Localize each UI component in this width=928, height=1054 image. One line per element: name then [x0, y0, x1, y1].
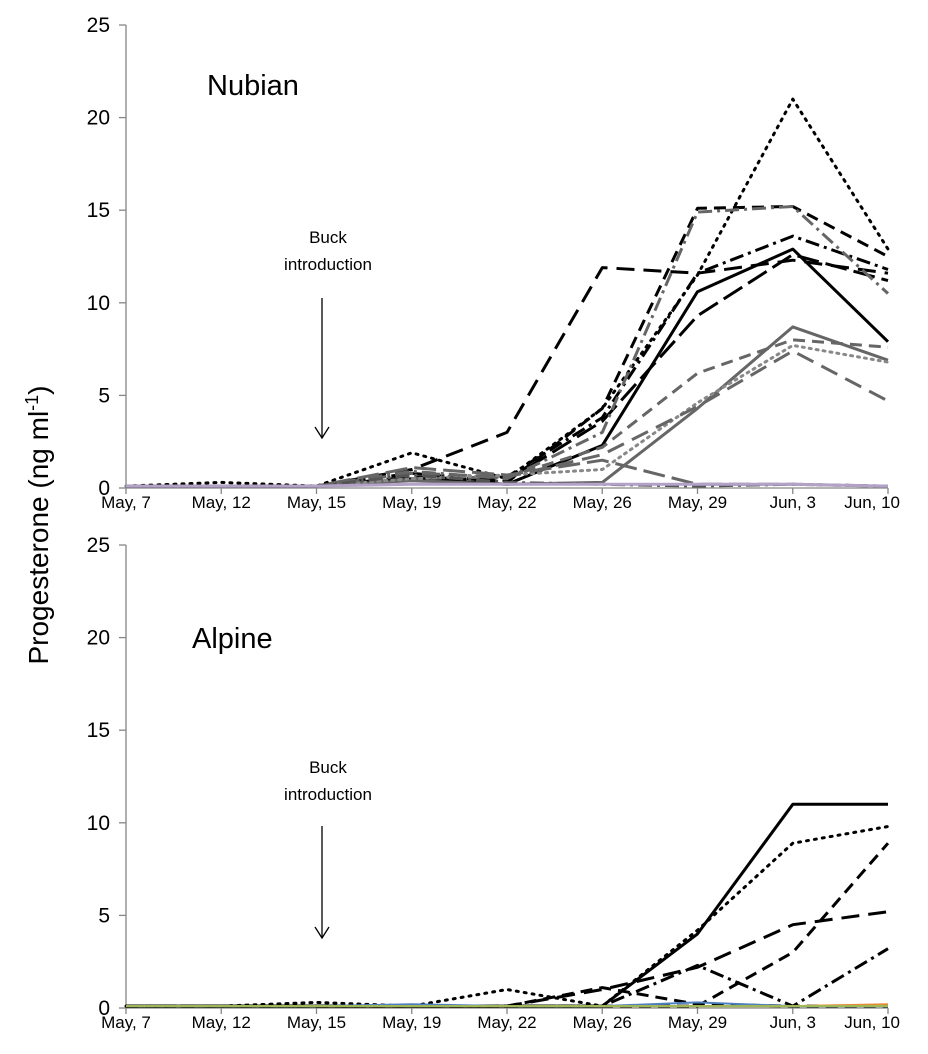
alpine-series-6-line: [126, 986, 888, 1008]
y-axis-label-superscript: -1: [22, 395, 42, 411]
nubian-y-tick-label: 15: [87, 199, 110, 222]
alpine-y-tick-label: 5: [98, 904, 110, 927]
nubian-y-tick-label: 25: [87, 14, 110, 37]
y-axis-label: Progesterone (ng ml-1): [22, 385, 54, 664]
nubian-x-tick-label: May, 29: [668, 493, 727, 512]
nubian-x-tick-label: May, 12: [192, 493, 251, 512]
nubian-series-11-line: [126, 349, 889, 488]
alpine-series-3-line: [126, 842, 890, 1008]
alpine-x-tick-label: May, 29: [668, 1013, 727, 1032]
alpine-annotation-line-2: introduction: [284, 785, 372, 804]
alpine-series-5-line: [126, 947, 889, 1008]
nubian-x-tick-label: May, 22: [477, 493, 536, 512]
nubian-y-tick-label: 0: [98, 477, 110, 500]
alpine-y-tick-label: 0: [98, 997, 110, 1020]
nubian-annotation-line-1: Buck: [309, 228, 347, 247]
nubian-series-4-line: [126, 247, 890, 488]
alpine-x-tick-label: May, 19: [382, 1013, 441, 1032]
nubian-y-tick-label: 5: [98, 384, 110, 407]
nubian-series-10-line: [124, 343, 890, 488]
nubian-series-2-line: [126, 258, 889, 488]
alpine-x-tick-label: May, 7: [101, 1013, 151, 1032]
alpine-series-2-line: [124, 825, 890, 1008]
alpine-panel-title: Alpine: [192, 623, 273, 655]
nubian-annotation-line-2: introduction: [284, 255, 372, 274]
alpine-x-tick-label: Jun, 3: [770, 1013, 816, 1032]
nubian-series-8-line: [126, 325, 889, 488]
alpine-x-tick-label: Jun, 10: [844, 1013, 900, 1032]
nubian-series-6-line: [126, 253, 889, 488]
alpine-y-tick-label: 20: [87, 627, 110, 650]
nubian-panel-title: Nubian: [207, 70, 299, 102]
alpine-y-tick-label: 25: [87, 534, 110, 557]
nubian-series-1-line: [124, 97, 890, 488]
alpine-annotation-arrowhead: [314, 926, 330, 940]
nubian-x-tick-label: May, 7: [101, 493, 151, 512]
alpine-series-4-line: [126, 910, 889, 1008]
nubian-panel: 0 5 10 15 20 25 May, 7 May, 12 May, 15 May, 19 May…: [87, 14, 900, 512]
alpine-series-1-line: [126, 802, 888, 1008]
alpine-x-tick-label: May, 12: [192, 1013, 251, 1032]
nubian-series-3-line: [126, 205, 889, 488]
nubian-y-tick-label: 20: [87, 107, 110, 130]
nubian-x-tick-label: Jun, 10: [844, 493, 900, 512]
alpine-panel: 0 5 10 15 20 25 May, 7 May, 12 May, 15 May, 19 May…: [87, 534, 900, 1032]
nubian-x-tick-label: Jun, 3: [770, 493, 816, 512]
nubian-series-9-line: [126, 338, 889, 488]
alpine-annotation-line-1: Buck: [309, 758, 347, 777]
nubian-annotation-arrowhead: [314, 426, 330, 440]
nubian-series-7-line: [126, 205, 890, 488]
nubian-x-tick-label: May, 19: [382, 493, 441, 512]
alpine-x-tick-label: May, 26: [573, 1013, 632, 1032]
alpine-x-tick-label: May, 15: [287, 1013, 346, 1032]
alpine-x-tick-label: May, 22: [477, 1013, 536, 1032]
nubian-y-tick-label: 10: [87, 292, 110, 315]
nubian-x-tick-label: May, 26: [573, 493, 632, 512]
nubian-series-14-line: [126, 482, 889, 488]
nubian-x-tick-label: May, 15: [287, 493, 346, 512]
alpine-y-tick-label: 15: [87, 719, 110, 742]
alpine-y-tick-label: 10: [87, 812, 110, 835]
